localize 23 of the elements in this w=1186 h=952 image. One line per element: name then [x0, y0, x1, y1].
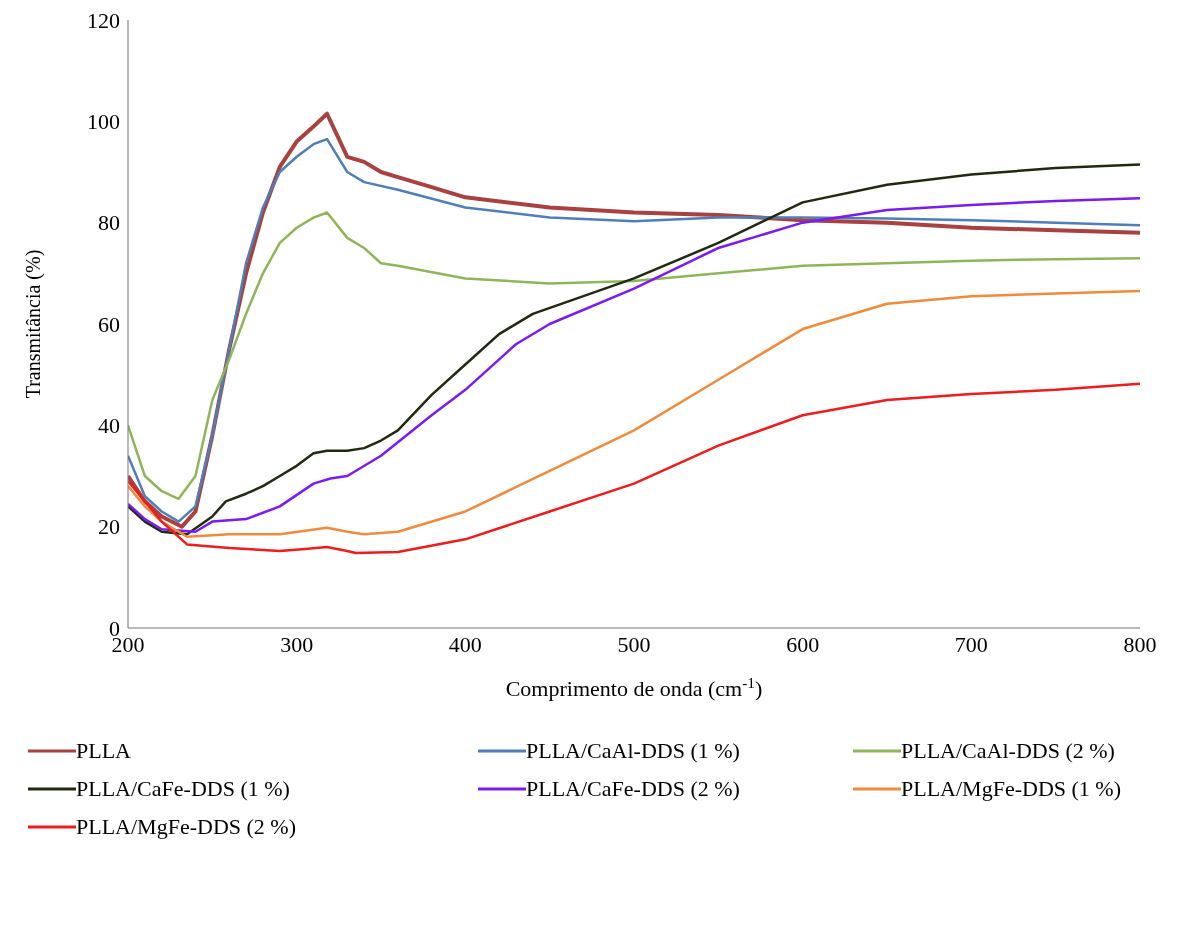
- x-tick-label: 800: [1123, 631, 1157, 657]
- x-tick-label: 500: [617, 631, 651, 657]
- y-tick-label: 40: [98, 413, 120, 439]
- legend-label: PLLA: [76, 738, 131, 764]
- legend-label: PLLA/MgFe-DDS (2 %): [76, 814, 296, 840]
- y-tick-label: 60: [98, 311, 120, 337]
- y-tick-label: 100: [87, 109, 120, 135]
- line-series: [128, 382, 1140, 555]
- legend-label: PLLA/CaAl-DDS (2 %): [901, 738, 1115, 764]
- legend-label: PLLA/CaFe-DDS (2 %): [526, 776, 740, 802]
- x-axis-title: Comprimento de onda (cm$^{-1}$): [505, 673, 763, 701]
- legend-label: PLLA/CaAl-DDS (1 %): [526, 738, 740, 764]
- y-tick-label: 120: [87, 7, 120, 33]
- line-series: [128, 289, 1140, 539]
- y-axis-title: Transmitância (%): [22, 249, 45, 399]
- x-tick-label: 600: [786, 631, 820, 657]
- x-tick-label: 400: [448, 631, 482, 657]
- legend-label: PLLA/MgFe-DDS (1 %): [901, 776, 1121, 802]
- y-tick-label: 20: [98, 514, 120, 540]
- legend-label: PLLA/CaFe-DDS (1 %): [76, 776, 290, 802]
- y-tick-label: 80: [98, 210, 120, 236]
- x-tick-label: 700: [954, 631, 988, 657]
- x-tick-label: 300: [280, 631, 314, 657]
